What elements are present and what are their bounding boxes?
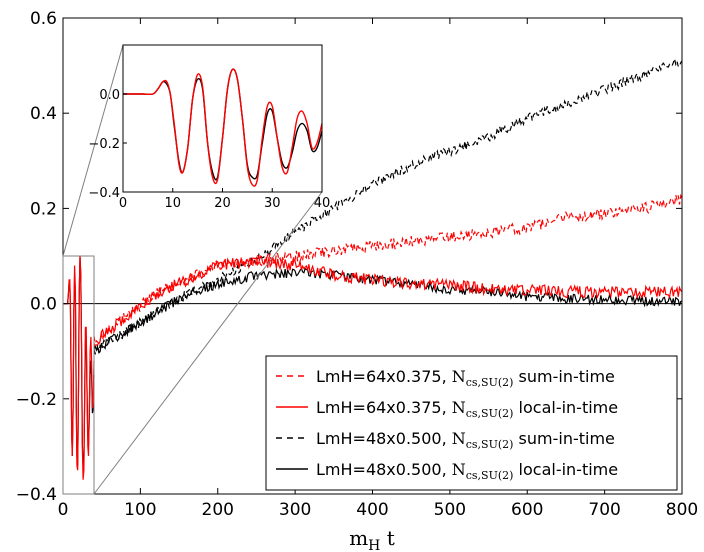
inset-x-tick-label: 10: [164, 196, 181, 211]
inset-x-tick-label: 20: [214, 196, 231, 211]
series-line-2: [93, 255, 683, 347]
x-tick-label: 700: [588, 500, 620, 520]
inset-x-tick-label: 0: [119, 196, 127, 211]
inset-zoom-indicator: [62, 44, 323, 495]
y-tick-label: 0.4: [30, 104, 57, 124]
legend: LmH=64x0.375, Ncs,SU(2) sum-in-time LmH=6…: [265, 355, 678, 491]
series-line-4: [93, 267, 683, 354]
x-tick-label: 500: [434, 500, 466, 520]
inset-x-tick-label: 30: [264, 196, 281, 211]
inset-plot: 0 10 20 30 40 0.0 −0.2 −0.4: [88, 44, 330, 211]
legend-label-4: LmH=48x0.500, Ncs,SU(2) local-in-time: [316, 460, 618, 482]
series-line-1: [93, 193, 683, 346]
inset-y-tick-label: −0.2: [88, 137, 120, 152]
main-plot: 0 100 200 300 400 500 600 700 800−0.4−0.20.00.20…: [16, 9, 699, 552]
legend-label-1: LmH=64x0.375, Ncs,SU(2) sum-in-time: [316, 367, 615, 389]
y-tick-label: 0.0: [30, 295, 57, 315]
legend-label-3: LmH=48x0.500, Ncs,SU(2) sum-in-time: [316, 429, 615, 451]
y-tick-label: −0.2: [16, 390, 57, 410]
inset-line-red: [123, 68, 323, 187]
zoom-connector-top: [62, 44, 124, 257]
x-tick-label: 200: [202, 500, 234, 520]
legend-entries: LmH=64x0.375, Ncs,SU(2) sum-in-time LmH=6…: [276, 367, 618, 482]
y-tick-label: −0.4: [16, 485, 57, 505]
inset-y-tick-label: 0.0: [99, 88, 120, 103]
x-axis-label: mH t: [349, 526, 395, 552]
inset-ticks: 0 10 20 30 40 0.0 −0.2 −0.4: [88, 88, 330, 211]
x-tick-label: 0: [58, 500, 69, 520]
zoom-region-box: [62, 255, 95, 495]
x-tick-label: 100: [124, 500, 156, 520]
x-tick-label: 600: [511, 500, 543, 520]
inset-x-tick-label: 40: [314, 196, 331, 211]
x-tick-label: 300: [279, 500, 311, 520]
x-tick-label: 400: [356, 500, 388, 520]
legend-label-2: LmH=64x0.375, Ncs,SU(2) local-in-time: [316, 398, 618, 420]
y-tick-label: 0.2: [30, 199, 57, 219]
inset-lines: [123, 68, 323, 187]
y-tick-label: 0.6: [30, 9, 57, 29]
x-tick-label: 800: [666, 500, 698, 520]
main-lines: [63, 56, 683, 480]
main-ticks: 0 100 200 300 400 500 600 700 800−0.4−0.20.00.20…: [16, 9, 699, 520]
zoom-connector-bottom: [93, 191, 323, 495]
legend-box: [265, 355, 678, 491]
inset-y-tick-label: −0.4: [88, 186, 120, 201]
early-oscillation-red: [63, 255, 95, 480]
inset-background: [123, 45, 322, 192]
